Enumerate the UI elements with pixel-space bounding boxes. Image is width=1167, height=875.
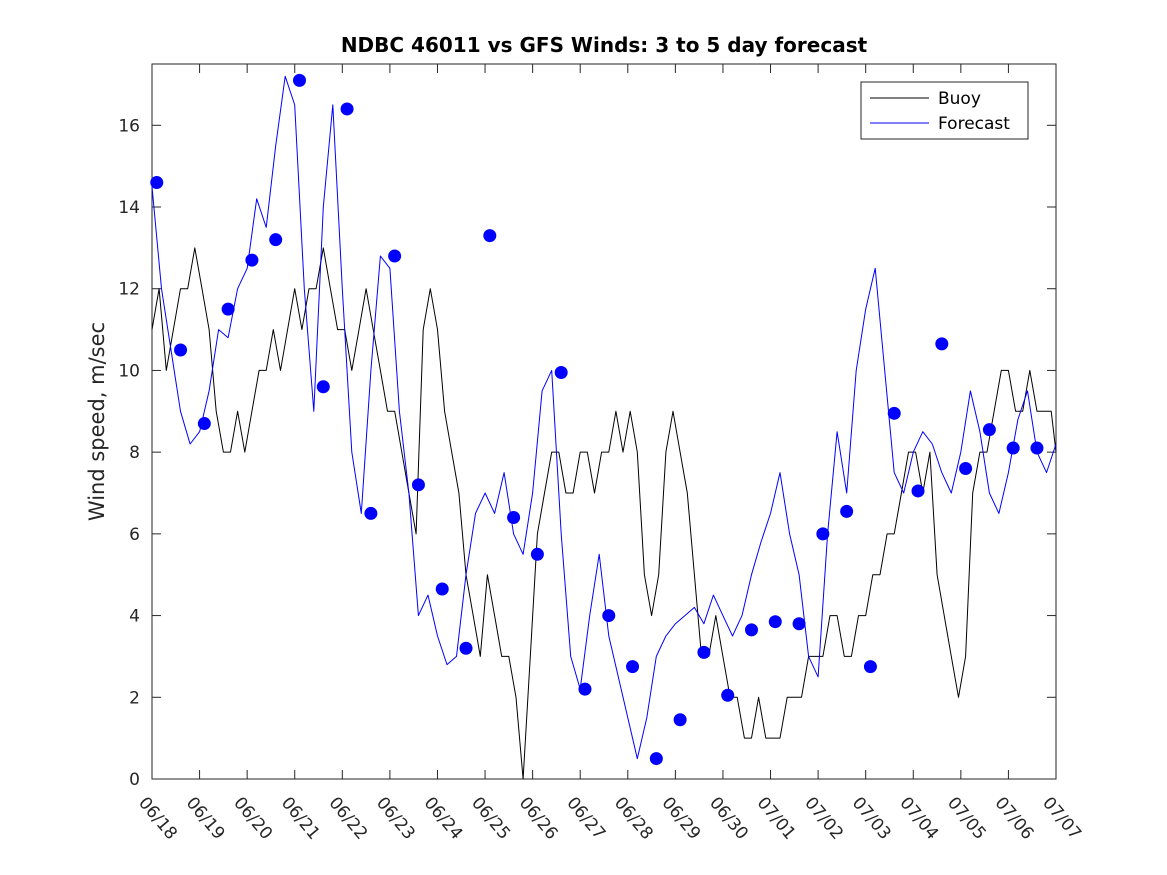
forecast-marker: [863, 660, 877, 674]
forecast-marker: [459, 641, 473, 655]
forecast-marker: [816, 527, 830, 541]
forecast-marker: [792, 617, 806, 631]
forecast-marker: [340, 102, 354, 116]
forecast-marker: [221, 302, 235, 316]
forecast-marker: [649, 752, 663, 766]
forecast-marker: [435, 582, 449, 596]
y-tick-label: 6: [129, 525, 140, 545]
forecast-marker: [887, 406, 901, 420]
forecast-marker: [316, 380, 330, 394]
forecast-marker: [744, 623, 758, 637]
plot-area: [151, 63, 1057, 780]
y-tick-label: 12: [118, 280, 140, 300]
y-tick-label: 16: [118, 116, 140, 136]
forecast-marker: [364, 506, 378, 520]
series-line-forecast: [151, 75, 1057, 760]
axis-ticks: [151, 64, 1057, 780]
forecast-marker: [840, 504, 854, 518]
forecast-marker: [411, 478, 425, 492]
forecast-marker: [602, 609, 616, 623]
forecast-marker: [1030, 441, 1044, 455]
forecast-marker: [483, 229, 497, 243]
y-tick-label: 2: [129, 688, 140, 708]
forecast-marker: [150, 175, 164, 189]
y-tick-label: 4: [129, 607, 140, 627]
forecast-marker: [911, 484, 925, 498]
legend-box: [860, 81, 1029, 140]
forecast-marker: [578, 682, 592, 696]
forecast-marker: [959, 461, 973, 475]
y-axis-label: Wind speed, m/sec: [85, 322, 109, 521]
legend: Buoy Forecast: [860, 81, 1029, 140]
y-tick-label: 10: [118, 361, 140, 381]
chart-title: NDBC 46011 vs GFS Winds: 3 to 5 day fore…: [341, 33, 868, 57]
forecast-marker: [626, 660, 640, 674]
series-line-buoy: [151, 247, 1057, 780]
forecast-marker: [768, 615, 782, 629]
legend-label-forecast: Forecast: [938, 114, 1010, 134]
y-tick-label: 8: [129, 443, 140, 463]
forecast-marker: [245, 253, 259, 267]
forecast-marker: [292, 73, 306, 87]
series-layer: [151, 75, 1057, 780]
forecast-marker: [507, 511, 521, 525]
forecast-marker: [721, 688, 735, 702]
forecast-marker: [269, 233, 283, 247]
forecast-marker: [554, 365, 568, 379]
forecast-marker: [982, 423, 996, 437]
forecast-marker: [1006, 441, 1020, 455]
forecast-marker: [174, 343, 188, 357]
forecast-marker: [197, 417, 211, 431]
y-tick-label: 0: [129, 770, 140, 790]
forecast-marker: [935, 337, 949, 351]
y-tick-label: 14: [118, 198, 140, 218]
forecast-marker: [530, 547, 544, 561]
forecast-marker: [697, 645, 711, 659]
marker-layer: [150, 73, 1044, 766]
legend-label-buoy: Buoy: [938, 89, 981, 109]
forecast-marker: [388, 249, 402, 263]
forecast-marker: [673, 713, 687, 727]
